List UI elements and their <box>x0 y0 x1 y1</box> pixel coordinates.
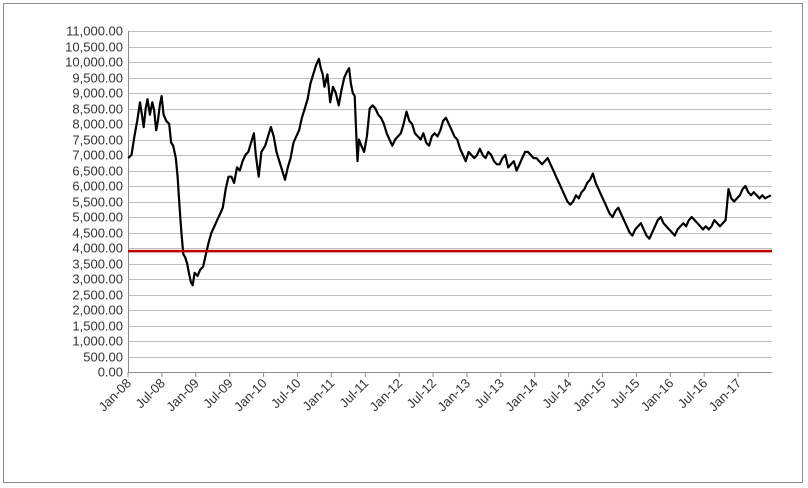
y-tick-label: 0.00 <box>98 365 123 380</box>
x-tick-label: Jul-12 <box>404 376 440 412</box>
y-tick-label: 5,000.00 <box>72 210 123 225</box>
axes <box>127 31 772 377</box>
x-tick-label: Jul-13 <box>471 376 507 412</box>
series-layer <box>127 57 772 287</box>
series-line <box>127 57 772 287</box>
line-chart: 0.00500.001,000.001,500.002,000.002,500.… <box>65 24 772 415</box>
y-tick-label: 2,000.00 <box>72 303 123 318</box>
x-tick-label: Jan-17 <box>706 376 745 415</box>
y-tick-label: 2,500.00 <box>72 288 123 303</box>
x-tick-label: Jan-15 <box>570 376 609 415</box>
y-tick-label: 3,000.00 <box>72 272 123 287</box>
y-tick-label: 7,500.00 <box>72 133 123 148</box>
y-tick-label: 1,500.00 <box>72 319 123 334</box>
x-axis-tick-labels: Jan-08Jul-08Jan-09Jul-09Jan-10Jul-10Jan-… <box>95 376 744 415</box>
x-tick-label: Jul-10 <box>268 376 304 412</box>
x-tick-label: Jan-13 <box>434 376 473 415</box>
y-tick-label: 10,500.00 <box>65 40 123 55</box>
x-tick-label: Jul-09 <box>200 376 236 412</box>
y-tick-label: 9,500.00 <box>72 71 123 86</box>
x-tick-label: Jan-11 <box>299 376 337 414</box>
y-tick-label: 6,000.00 <box>72 179 123 194</box>
x-tick-label: Jul-08 <box>132 376 168 412</box>
y-tick-label: 500.00 <box>83 350 123 365</box>
y-tick-label: 1,000.00 <box>72 334 123 349</box>
y-axis-tick-labels: 0.00500.001,000.001,500.002,000.002,500.… <box>65 24 123 380</box>
y-tick-label: 6,500.00 <box>72 164 123 179</box>
x-tick-label: Jan-10 <box>231 376 270 415</box>
x-tick-label: Jan-16 <box>638 376 677 415</box>
x-tick-label: Jul-16 <box>675 376 711 412</box>
y-tick-label: 11,000.00 <box>66 24 123 39</box>
y-tick-label: 8,500.00 <box>72 102 123 117</box>
x-tick-label: Jul-15 <box>607 376 643 412</box>
x-tick-label: Jan-12 <box>367 376 406 415</box>
x-tick-label: Jan-14 <box>502 376 541 415</box>
y-tick-label: 4,000.00 <box>72 241 123 256</box>
x-tick-label: Jan-09 <box>163 376 202 415</box>
y-tick-label: 10,000.00 <box>65 55 123 70</box>
y-tick-label: 7,000.00 <box>72 148 123 163</box>
chart-frame: 0.00 500.00 1,000.00 1,500.00 2,000.00 2,500.… <box>3 3 803 483</box>
y-tick-label: 9,000.00 <box>72 86 123 101</box>
y-tick-label: 8,000.00 <box>72 117 123 132</box>
x-tick-label: Jul-14 <box>539 376 575 412</box>
y-tick-label: 4,500.00 <box>72 226 123 241</box>
y-tick-label: 3,500.00 <box>72 257 123 272</box>
x-tick-label: Jan-08 <box>95 376 134 415</box>
y-tick-label: 5,500.00 <box>72 195 123 210</box>
gridlines <box>128 31 772 373</box>
x-tick-label: Jul-11 <box>336 376 371 411</box>
